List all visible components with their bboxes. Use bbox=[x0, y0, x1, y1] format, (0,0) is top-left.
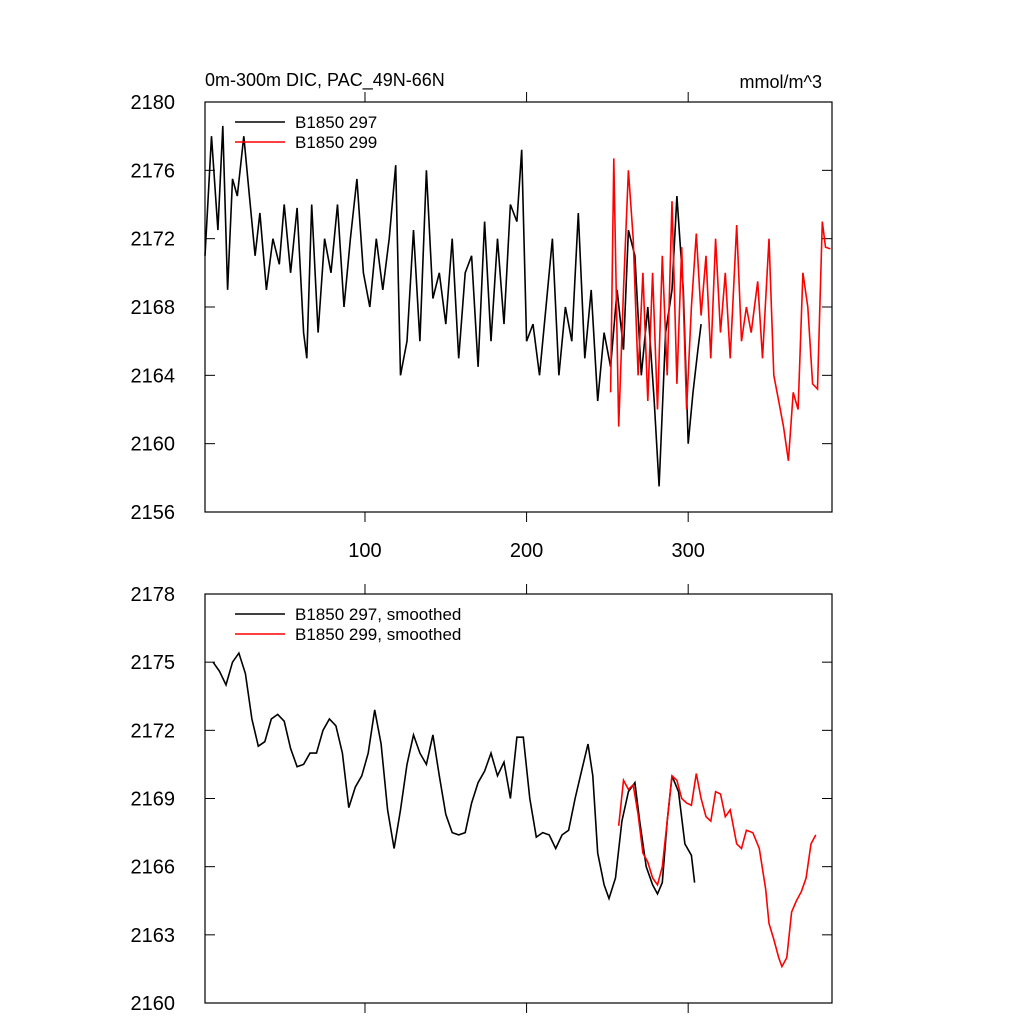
y-tick-label: 2172 bbox=[131, 720, 176, 742]
y-tick-label: 2163 bbox=[131, 925, 176, 947]
data-line bbox=[609, 158, 831, 461]
data-line bbox=[204, 125, 702, 487]
y-tick-label: 2168 bbox=[131, 297, 176, 319]
legend-label: B1850 297 bbox=[295, 113, 377, 132]
plot-frame bbox=[204, 101, 833, 513]
data-line bbox=[212, 651, 696, 902]
y-tick-label: 2160 bbox=[131, 993, 176, 1015]
y-tick-label: 2176 bbox=[131, 160, 176, 182]
x-tick-label: 100 bbox=[348, 540, 381, 562]
y-tick-label: 2180 bbox=[131, 92, 176, 114]
x-tick-label: 300 bbox=[671, 540, 704, 562]
y-tick-label: 2160 bbox=[131, 434, 176, 456]
legend-label: B1850 299 bbox=[295, 133, 377, 152]
chart-title: 0m-300m DIC, PAC_49N-66N bbox=[205, 70, 445, 91]
units-label: mmol/m^3 bbox=[740, 72, 822, 92]
y-tick-label: 2178 bbox=[131, 584, 176, 606]
y-tick-label: 2172 bbox=[131, 229, 176, 251]
y-tick-label: 2175 bbox=[131, 652, 176, 674]
plot-frame bbox=[204, 593, 833, 1004]
x-tick-label: 200 bbox=[510, 540, 543, 562]
legend-label: B1850 299, smoothed bbox=[295, 625, 461, 644]
y-tick-label: 2169 bbox=[131, 789, 176, 811]
legend-label: B1850 297, smoothed bbox=[295, 605, 461, 624]
y-tick-label: 2166 bbox=[131, 857, 176, 879]
y-tick-label: 2156 bbox=[131, 502, 176, 524]
data-line bbox=[617, 773, 817, 969]
y-tick-label: 2164 bbox=[131, 365, 176, 387]
